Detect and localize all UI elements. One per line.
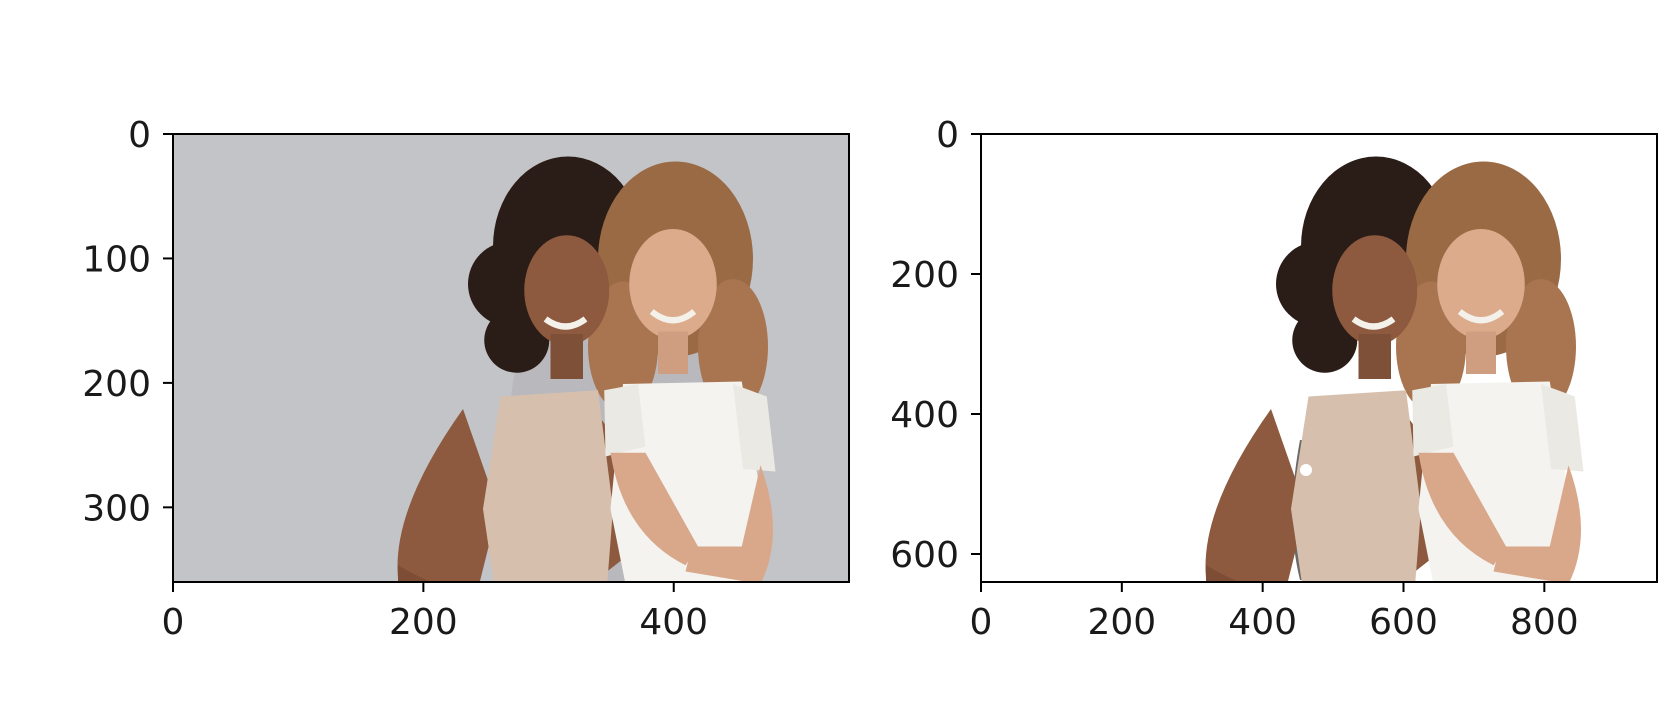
left-xtick-label: 0 [162, 602, 185, 643]
right-y-ticks: 0 200 400 600 [890, 115, 981, 576]
right-ytick-label: 400 [890, 395, 959, 436]
right-ytick-label: 0 [936, 115, 959, 156]
left-ytick-label: 100 [82, 239, 151, 280]
right-xtick-label: 800 [1510, 602, 1579, 643]
right-cutout [981, 134, 1657, 582]
right-ytick-label: 600 [890, 535, 959, 576]
left-y-ticks: 0 100 200 300 [82, 115, 173, 529]
left-ytick-label: 200 [82, 364, 151, 405]
right-xtick-label: 0 [970, 602, 993, 643]
right-x-ticks: 0 200 400 600 800 [970, 582, 1579, 643]
right-xtick-label: 600 [1369, 602, 1438, 643]
right-ytick-label: 200 [890, 255, 959, 296]
right-axes-frame [980, 133, 1658, 583]
left-xtick-label: 200 [389, 602, 458, 643]
left-axes-frame [172, 133, 850, 583]
left-ytick-label: 300 [82, 488, 151, 529]
right-panel: 0 200 400 600 800 0 200 400 600 [890, 115, 1658, 643]
left-xtick-label: 400 [639, 602, 708, 643]
right-xtick-label: 200 [1087, 602, 1156, 643]
right-xtick-label: 400 [1228, 602, 1297, 643]
left-panel: 0 200 400 0 100 200 300 [82, 115, 850, 643]
left-photo [173, 134, 849, 582]
left-x-ticks: 0 200 400 [162, 582, 708, 643]
left-ytick-label: 0 [128, 115, 151, 156]
